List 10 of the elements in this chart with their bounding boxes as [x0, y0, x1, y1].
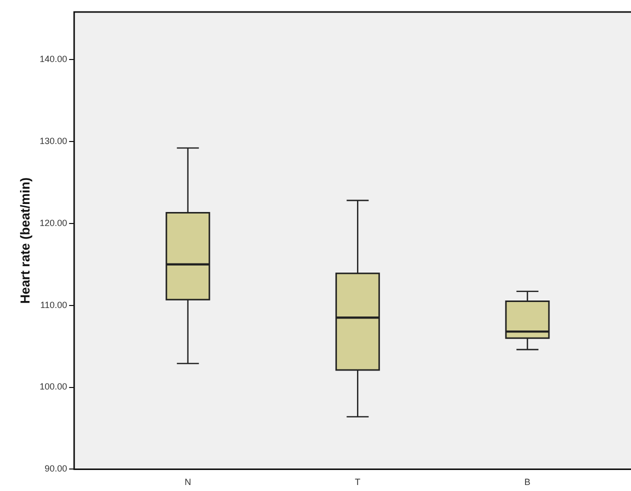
- y-tick-label: 120.00: [40, 218, 68, 228]
- y-tick-label: 140.00: [40, 54, 68, 64]
- y-tick-label: 130.00: [40, 136, 68, 146]
- x-tick-label: T: [354, 477, 361, 488]
- x-tick-label: N: [184, 477, 192, 488]
- y-axis-title: Heart rate (beat/min): [17, 177, 32, 304]
- y-tick-label: 100.00: [40, 382, 68, 392]
- y-tick-label: 110.00: [40, 300, 68, 310]
- x-tick-label: B: [524, 477, 530, 488]
- y-tick-label: 90.00: [44, 464, 68, 474]
